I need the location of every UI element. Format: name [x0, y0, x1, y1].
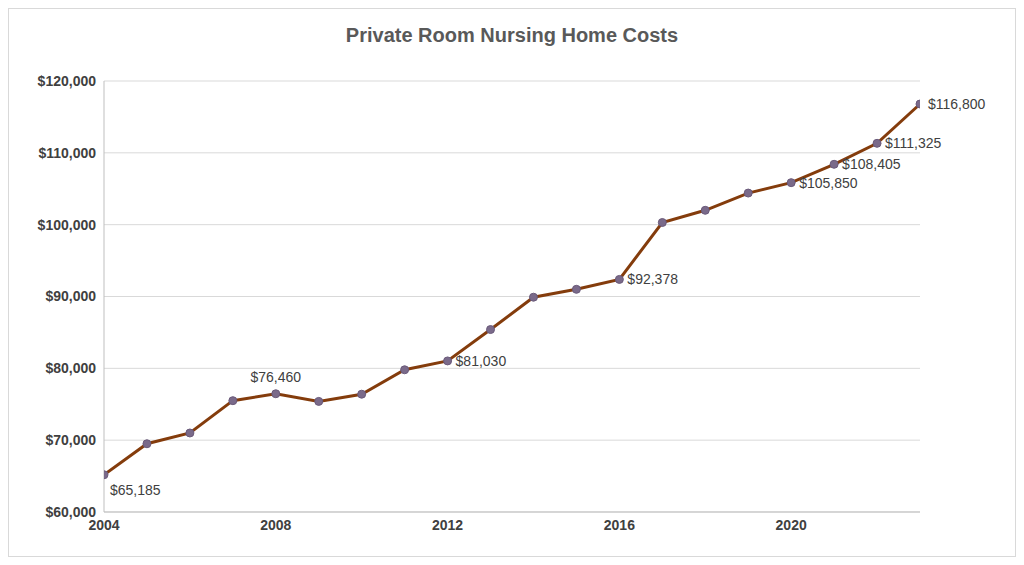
svg-text:$76,460: $76,460 [250, 369, 301, 385]
svg-text:$60,000: $60,000 [45, 504, 96, 520]
svg-text:$92,378: $92,378 [627, 271, 678, 287]
svg-text:$100,000: $100,000 [38, 217, 97, 233]
svg-text:$111,325: $111,325 [885, 135, 942, 151]
svg-text:2008: 2008 [260, 517, 291, 533]
svg-text:2012: 2012 [432, 517, 463, 533]
svg-text:2020: 2020 [776, 517, 807, 533]
svg-text:$90,000: $90,000 [45, 288, 96, 304]
svg-text:$116,800: $116,800 [928, 96, 986, 112]
svg-text:$81,030: $81,030 [456, 353, 507, 369]
svg-text:$70,000: $70,000 [45, 432, 96, 448]
svg-text:$80,000: $80,000 [45, 360, 96, 376]
svg-text:$65,185: $65,185 [110, 482, 161, 498]
html-text:Private Room Nursing Home Cost: Private Room Nursing Home Costs [345, 24, 679, 46]
svg-text:$108,405: $108,405 [842, 156, 901, 172]
svg-text:$120,000: $120,000 [38, 73, 97, 89]
svg-text:2016: 2016 [604, 517, 635, 533]
svg-text:2004: 2004 [88, 516, 120, 533]
svg-text:$105,850: $105,850 [799, 175, 858, 191]
svg-text:$110,000: $110,000 [38, 145, 96, 161]
